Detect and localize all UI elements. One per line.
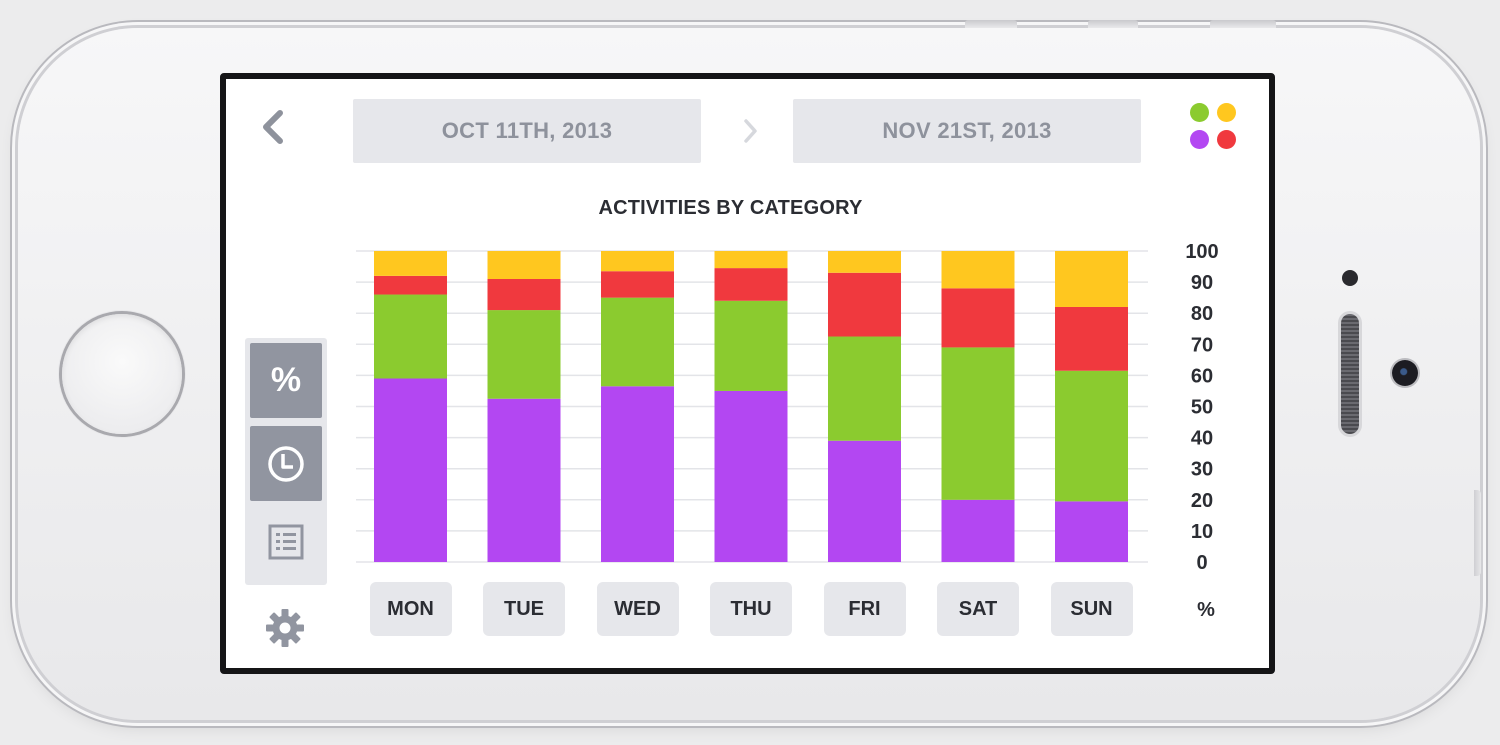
percent-mode-button[interactable]: % xyxy=(250,343,322,418)
bar-segment-fri-3 xyxy=(828,272,901,337)
bar-segment-mon-3 xyxy=(374,275,447,295)
power-button xyxy=(1474,490,1481,576)
volume-down-button xyxy=(1210,20,1276,28)
y-tick-label: 70 xyxy=(1191,334,1213,356)
day-button-fri[interactable]: FRI xyxy=(823,582,906,636)
stacked-bar-chart: 0 10 20 30 40 50 60 70 80 90 100 xyxy=(356,241,1219,574)
front-camera xyxy=(1392,360,1418,386)
bar-segment-wed-4 xyxy=(601,251,674,272)
green-dot xyxy=(1190,103,1209,122)
day-button-wed[interactable]: WED xyxy=(596,582,679,636)
day-button-tue[interactable]: TUE xyxy=(483,582,565,636)
bar-segment-thu-2 xyxy=(714,300,788,391)
bar-segment-fri-4 xyxy=(828,251,901,273)
y-tick-label: 50 xyxy=(1191,397,1213,419)
bar-segment-thu-3 xyxy=(714,268,788,301)
day-button-mon[interactable]: MON xyxy=(369,582,452,636)
y-tick-label: 40 xyxy=(1191,428,1213,450)
bar-segment-tue-4 xyxy=(487,251,561,279)
earpiece-speaker xyxy=(1341,314,1359,434)
bar-segment-thu-1 xyxy=(714,390,788,562)
bar-segment-sat-3 xyxy=(941,288,1015,348)
clock-icon xyxy=(268,445,304,482)
bar-segment-mon-1 xyxy=(374,378,447,562)
list-icon xyxy=(268,524,304,559)
bar-segment-sat-2 xyxy=(941,347,1015,500)
time-mode-button[interactable] xyxy=(250,426,322,501)
day-button-thu[interactable]: THU xyxy=(710,582,792,636)
y-tick-label: 90 xyxy=(1191,272,1213,294)
chevron-right-icon xyxy=(744,119,757,143)
y-tick-label: 20 xyxy=(1191,490,1213,512)
home-button[interactable] xyxy=(62,314,182,434)
volume-up-button xyxy=(1088,20,1138,28)
end-date-button[interactable]: NOV 21ST, 2013 xyxy=(793,99,1141,163)
bar-segment-tue-2 xyxy=(487,310,561,399)
bar-segment-fri-1 xyxy=(828,440,901,562)
app-screen: OCT 11TH, 2013 NOV 21ST, 2013 ACTIVITIES… xyxy=(220,73,1275,674)
bar-segment-thu-4 xyxy=(714,251,788,269)
mute-switch xyxy=(965,20,1017,28)
bar-segment-sat-1 xyxy=(941,499,1015,562)
start-date-button[interactable]: OCT 11TH, 2013 xyxy=(353,99,701,163)
bar-segment-sat-4 xyxy=(941,251,1015,289)
proximity-sensor xyxy=(1342,270,1358,286)
purple-dot xyxy=(1190,130,1209,149)
y-tick-label: 0 xyxy=(1196,552,1207,574)
bar-segment-mon-4 xyxy=(374,251,447,276)
gear-icon[interactable] xyxy=(264,607,306,649)
red-dot xyxy=(1217,130,1236,149)
bar-segment-wed-3 xyxy=(601,271,674,298)
bar-segment-tue-3 xyxy=(487,278,561,311)
day-button-sat[interactable]: SAT xyxy=(937,582,1019,636)
y-tick-label: 10 xyxy=(1191,521,1213,543)
list-mode-button[interactable] xyxy=(250,504,322,579)
y-tick-label: 60 xyxy=(1191,365,1213,387)
bar-segment-wed-1 xyxy=(601,386,674,562)
bar-segment-fri-2 xyxy=(828,336,901,441)
y-tick-label: 100 xyxy=(1185,241,1218,263)
bar-segment-sun-3 xyxy=(1055,306,1128,371)
bar-segment-sun-2 xyxy=(1055,370,1128,502)
chevron-left-icon[interactable] xyxy=(254,107,294,147)
bar-segment-sun-1 xyxy=(1055,501,1128,562)
chart-title: ACTIVITIES BY CATEGORY xyxy=(598,197,863,219)
mode-panel: % xyxy=(245,338,327,585)
unit-label: % xyxy=(1197,599,1215,621)
yellow-dot xyxy=(1217,103,1236,122)
bar-segment-tue-1 xyxy=(487,398,561,562)
bar-segment-sun-4 xyxy=(1055,251,1128,307)
bar-segment-mon-2 xyxy=(374,294,447,379)
y-tick-label: 80 xyxy=(1191,303,1213,325)
bar-segment-wed-2 xyxy=(601,297,674,387)
percent-icon: % xyxy=(270,361,302,399)
day-button-sun[interactable]: SUN xyxy=(1050,582,1133,636)
four-dots-icon[interactable] xyxy=(1186,101,1236,151)
y-tick-label: 30 xyxy=(1191,459,1213,481)
